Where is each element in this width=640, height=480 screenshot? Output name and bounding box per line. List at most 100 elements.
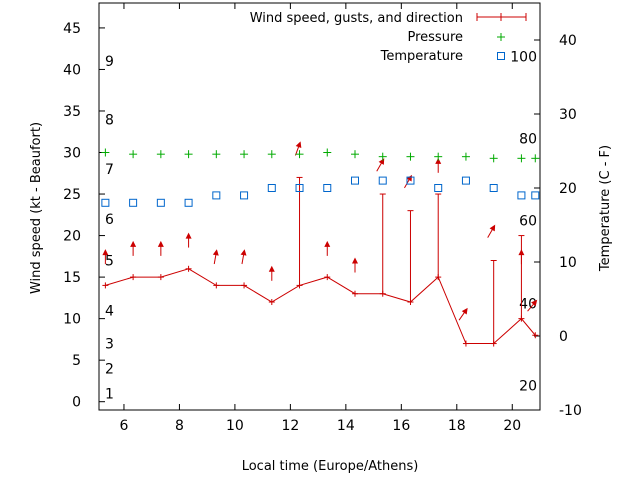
temperature-point	[295, 184, 304, 192]
direction-arrow-head	[324, 240, 331, 247]
y-tick-label: 5	[72, 353, 81, 369]
legend-swatch-temperature	[497, 52, 505, 60]
wind-speed-line	[105, 268, 536, 345]
direction-arrow-head	[157, 240, 164, 247]
direction-arrow	[487, 224, 496, 238]
direction-arrow-head	[295, 141, 302, 149]
pressure-point	[295, 150, 304, 159]
pressure-point	[461, 152, 470, 161]
direction-arrow-head	[352, 257, 359, 264]
legend-swatch-pressure	[497, 33, 505, 41]
wind-speed-point	[185, 265, 192, 272]
legend-label-pressure: Pressure	[407, 30, 463, 45]
wind-speed-point	[268, 299, 275, 306]
gust-lines	[296, 176, 525, 344]
y-tick-label: 25	[63, 187, 81, 203]
wind-speed-point	[213, 282, 220, 289]
y2-tick-label: -10	[559, 403, 582, 419]
y-axis-ticks: 0 5 10 15 20 25 30 35 40 45	[63, 21, 105, 411]
temperature-point	[212, 191, 221, 200]
direction-arrow-head	[531, 299, 538, 307]
direction-arrow-head	[406, 174, 412, 182]
beaufort-label: 6	[105, 212, 114, 228]
x-tick-label: 6	[120, 418, 129, 434]
pressure-point	[489, 154, 498, 163]
wind-speed-point	[435, 274, 442, 281]
temperature-points	[101, 176, 540, 207]
pressure-point	[101, 148, 110, 157]
direction-arrow	[240, 249, 247, 265]
y-tick-label: 30	[63, 146, 81, 162]
wind-speed-marks	[102, 265, 539, 347]
direction-arrow-head	[212, 249, 219, 256]
beaufort-label: 2	[105, 361, 114, 377]
y-tick-label: 35	[63, 104, 81, 120]
pressure-point	[351, 150, 360, 159]
direction-arrow-head	[489, 224, 496, 232]
direction-arrow	[435, 157, 442, 173]
y2-tick-label: 40	[559, 33, 577, 49]
y-tick-label: 45	[63, 21, 81, 37]
fahrenheit-label: 20	[519, 379, 537, 395]
x-tick-label: 12	[281, 418, 299, 434]
temperature-point	[489, 184, 498, 192]
temperature-point	[267, 184, 276, 192]
temperature-point	[323, 184, 332, 192]
direction-arrows	[102, 141, 538, 321]
wind-speed-point	[241, 282, 248, 289]
direction-arrow	[157, 240, 164, 256]
wind-speed-point	[532, 332, 539, 339]
wind-speed-point	[130, 274, 137, 281]
plot-frame	[98, 2, 541, 411]
beaufort-label: 9	[105, 54, 114, 70]
temperature-point	[434, 184, 443, 192]
legend-label-wind: Wind speed, gusts, and direction	[250, 11, 463, 26]
pressure-points	[101, 148, 540, 163]
temperature-point	[531, 191, 540, 200]
y-tick-label: 40	[63, 62, 81, 78]
legend-swatch-wind	[476, 13, 527, 21]
direction-arrow	[294, 141, 302, 156]
direction-arrow-head	[435, 157, 442, 164]
temperature-point	[406, 176, 415, 185]
direction-arrow-head	[461, 307, 468, 315]
direction-arrow-head	[518, 249, 525, 256]
fahrenheit-label: 80	[519, 131, 537, 147]
y-tick-label: 15	[63, 270, 81, 286]
temperature-point	[461, 176, 470, 185]
y2-axis-ticks: -10 0 10 20 30 40	[534, 33, 582, 419]
direction-arrow	[185, 232, 192, 248]
wind-speed-point	[296, 282, 303, 289]
x-tick-label: 14	[337, 418, 355, 434]
y-axis-label: Wind speed (kt - Beaufort)	[29, 122, 44, 294]
direction-arrow-head	[185, 232, 192, 239]
x-tick-label: 16	[392, 418, 410, 434]
x-tick-label: 18	[448, 418, 466, 434]
beaufort-label: 8	[105, 112, 114, 128]
x-axis-label: Local time (Europe/Athens)	[242, 459, 419, 474]
fahrenheit-label: 100	[510, 49, 537, 65]
direction-arrow	[212, 249, 219, 265]
temperature-point	[351, 176, 360, 185]
direction-arrow	[268, 265, 275, 281]
pressure-point	[531, 154, 540, 163]
wind-speed-point	[518, 315, 525, 322]
direction-arrow-head	[102, 249, 109, 256]
direction-arrow	[352, 257, 359, 273]
wind-speed-point	[102, 282, 109, 289]
beaufort-label: 1	[105, 386, 114, 402]
legend-label-temperature: Temperature	[380, 49, 463, 64]
pressure-point	[212, 150, 221, 159]
y-tick-label: 20	[63, 229, 81, 245]
fahrenheit-label: 40	[519, 296, 537, 312]
temperature-point	[184, 198, 193, 207]
x-tick-label: 20	[503, 418, 521, 434]
pressure-point	[517, 154, 526, 163]
pressure-point	[156, 150, 165, 159]
direction-arrow	[518, 249, 525, 265]
temperature-point	[101, 198, 110, 207]
legend: Wind speed, gusts, and direction Pressur…	[250, 11, 527, 64]
direction-arrow-head	[130, 240, 137, 247]
pressure-point	[240, 150, 249, 159]
